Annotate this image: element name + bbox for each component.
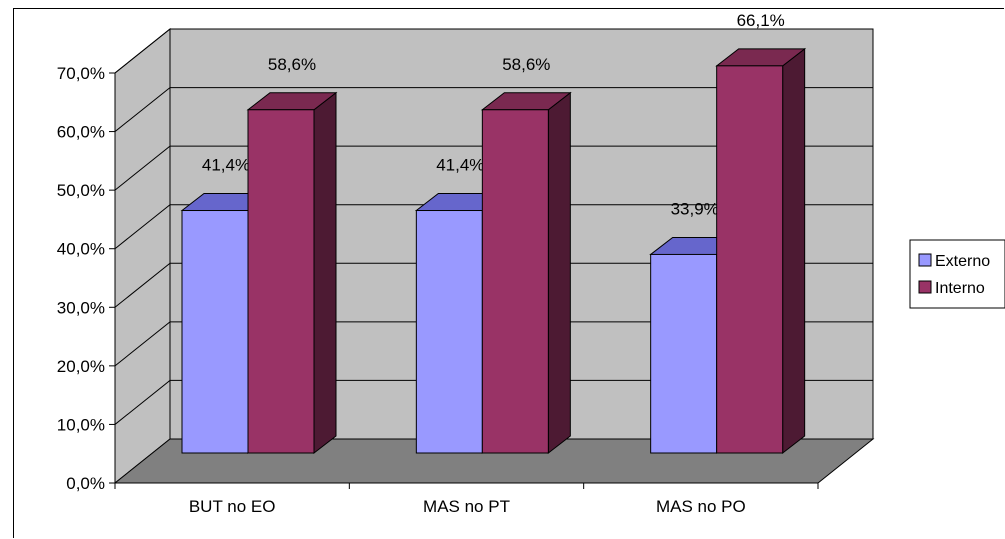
bar-interno [716, 65, 784, 454]
gridline [114, 87, 873, 132]
legend-label-interno: Interno [935, 280, 985, 297]
gridline [114, 379, 873, 425]
y-tick-label: 10,0% [57, 415, 105, 434]
gridline [114, 204, 873, 250]
gridline [114, 145, 873, 191]
bar-interno [481, 109, 549, 454]
data-label: 58,6% [502, 55, 550, 74]
y-tick-label: 20,0% [57, 357, 105, 376]
bar-interno [247, 109, 315, 454]
gridline [114, 321, 873, 367]
data-label: 41,4% [202, 156, 250, 175]
y-tick-label: 60,0% [57, 123, 105, 142]
y-tick-label: 0,0% [66, 474, 105, 493]
side-wall [114, 27, 171, 485]
y-tick-label: 40,0% [57, 240, 105, 259]
legend-swatch-externo [918, 253, 932, 267]
gridline [114, 262, 873, 308]
x-tick-label: MAS no PT [423, 497, 510, 516]
data-label: 41,4% [436, 156, 484, 175]
gridline [114, 28, 873, 74]
legend [909, 239, 1005, 309]
legend-label-externo: Externo [935, 253, 990, 270]
bar-side-interno [313, 91, 337, 455]
bar-externo [650, 253, 718, 454]
y-tick-label: 50,0% [57, 181, 105, 200]
data-label: 33,9% [671, 199, 719, 218]
data-label: 58,6% [268, 55, 316, 74]
x-tick-label: MAS no PO [656, 497, 746, 516]
bar-side-interno [547, 91, 571, 455]
bar-side-interno [782, 47, 806, 455]
y-tick-label: 30,0% [57, 298, 105, 317]
y-tick-label: 70,0% [57, 64, 105, 83]
bar-externo [181, 210, 249, 454]
x-tick-label: BUT no EO [189, 497, 276, 516]
data-label: 66,1% [737, 11, 785, 30]
bar-externo [415, 210, 483, 454]
legend-swatch-interno [918, 280, 932, 294]
